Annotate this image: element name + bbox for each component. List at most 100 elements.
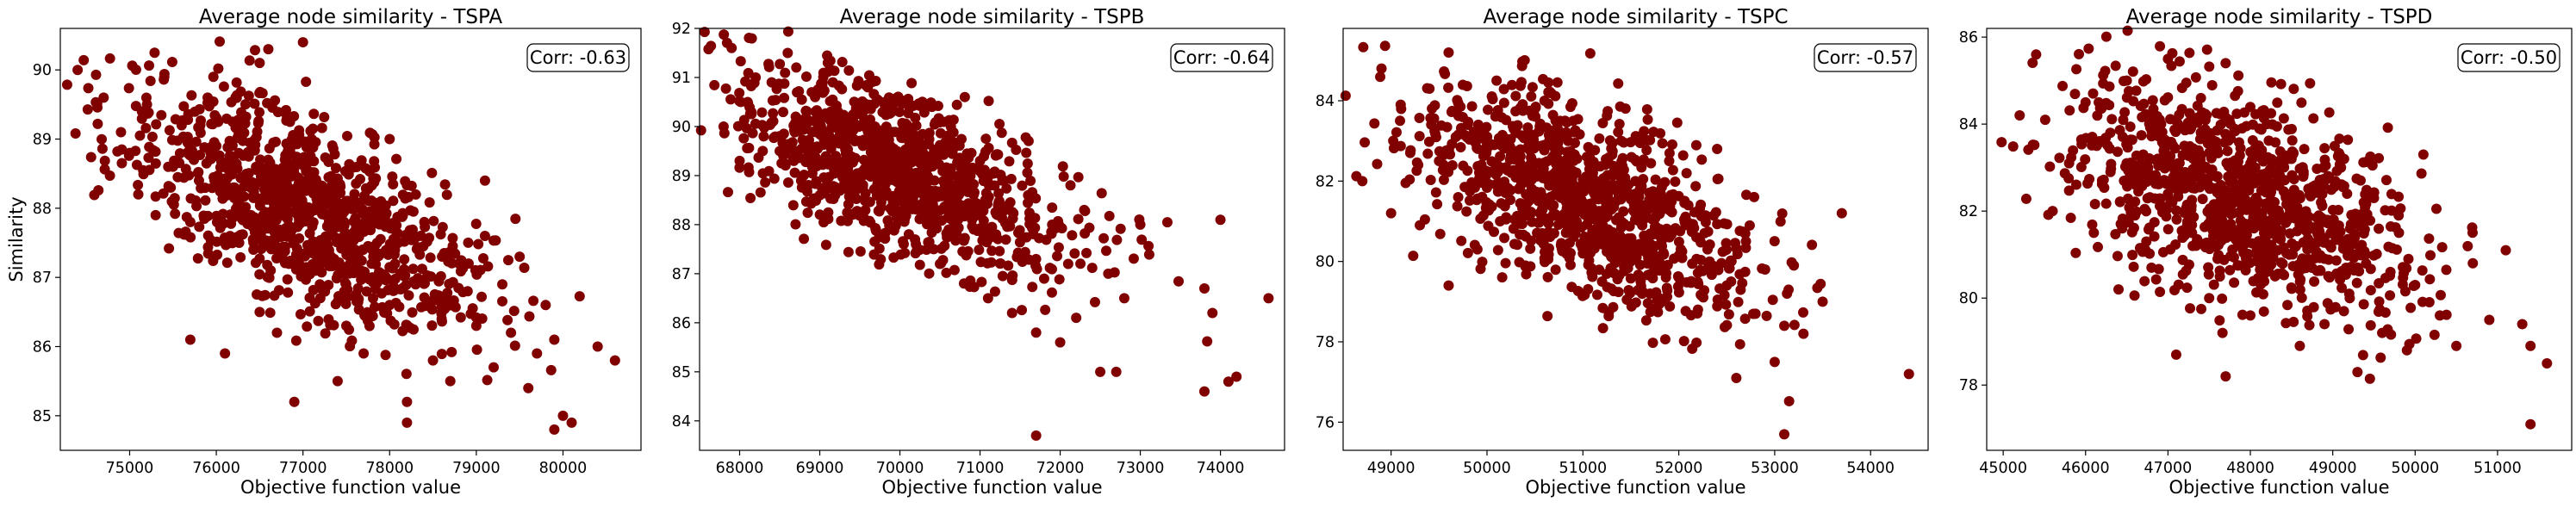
- scatter-point: [1517, 99, 1528, 110]
- scatter-point: [2070, 247, 2081, 258]
- scatter-point: [1721, 319, 1733, 331]
- scatter-point: [2106, 158, 2117, 170]
- scatter-point: [295, 218, 306, 229]
- scatter-point: [290, 335, 302, 346]
- scatter-point: [820, 239, 831, 251]
- scatter-point: [254, 307, 265, 318]
- scatter-point: [330, 163, 341, 174]
- scatter-point: [2333, 220, 2344, 231]
- scatter-point: [2333, 147, 2344, 158]
- scatter-point: [1660, 272, 1671, 283]
- scatter-point: [1023, 189, 1034, 201]
- scatter-point: [138, 169, 149, 180]
- scatter-point: [905, 139, 916, 150]
- scatter-point: [1594, 133, 1605, 144]
- scatter-point: [2162, 188, 2174, 199]
- scatter-point: [1798, 307, 1809, 318]
- chart-panel-tspd: Average node similarity - TSPD 45000 46000…: [1932, 0, 2576, 508]
- scatter-point: [508, 306, 520, 317]
- scatter-point: [2190, 71, 2201, 83]
- scatter-point: [2267, 207, 2278, 218]
- scatter-point: [843, 246, 854, 257]
- scatter-plot-tspa: Average node similarity - TSPA 75000 76000…: [6, 6, 642, 498]
- scatter-point: [1670, 223, 1681, 234]
- y-axis: 78 80 82 84 86: [1959, 29, 1987, 394]
- scatter-point: [208, 256, 219, 267]
- scatter-point: [83, 83, 94, 94]
- scatter-point: [2311, 246, 2322, 257]
- scatter-point: [1472, 244, 1483, 255]
- y-axis-label: Similarity: [6, 196, 27, 282]
- scatter-point: [888, 252, 899, 263]
- correlation-annotation: Corr: -0.50: [2457, 43, 2560, 72]
- scatter-point: [2294, 284, 2305, 295]
- scatter-point: [313, 315, 324, 326]
- scatter-point: [2272, 97, 2283, 108]
- scatter-point: [339, 220, 350, 231]
- scatter-point: [281, 115, 292, 126]
- scatter-point: [2398, 272, 2409, 283]
- scatter-point: [1096, 188, 1107, 199]
- scatter-point: [1136, 234, 1148, 245]
- scatter-point: [943, 172, 954, 183]
- y-tick-label: 88: [672, 217, 691, 234]
- scatter-point: [2339, 264, 2350, 276]
- scatter-point: [394, 301, 405, 313]
- scatter-point: [1696, 211, 1707, 222]
- scatter-point: [2416, 168, 2427, 179]
- scatter-point: [1789, 319, 1800, 331]
- scatter-point: [301, 165, 312, 177]
- scatter-point: [1079, 204, 1090, 215]
- scatter-point: [1065, 180, 1076, 191]
- scatter-point: [2324, 272, 2336, 283]
- scatter-point: [223, 162, 234, 173]
- scatter-point: [1548, 228, 1559, 239]
- scatter-point: [2127, 66, 2138, 77]
- scatter-point: [519, 263, 530, 274]
- scatter-point: [1596, 276, 1608, 287]
- scatter-point: [979, 175, 990, 186]
- scatter-point: [1215, 214, 1226, 226]
- scatter-point: [311, 201, 322, 213]
- scatter-point: [308, 123, 319, 134]
- scatter-point: [994, 258, 1005, 269]
- x-tick-label: 50000: [2391, 460, 2439, 477]
- scatter-point: [2057, 80, 2069, 91]
- x-tick-label: 51000: [1559, 460, 1607, 477]
- scatter-point: [2234, 197, 2245, 208]
- scatter-point: [342, 284, 353, 295]
- scatter-point: [256, 167, 267, 178]
- scatter-point: [311, 193, 322, 204]
- scatter-point: [848, 114, 859, 125]
- scatter-point: [2301, 226, 2312, 237]
- scatter-point: [2391, 244, 2402, 255]
- scatter-point: [883, 134, 894, 146]
- scatter-point: [2261, 187, 2272, 198]
- scatter-point: [1721, 219, 1733, 230]
- scatter-point: [274, 188, 285, 199]
- scatter-point: [1592, 234, 1603, 245]
- scatter-point: [2148, 103, 2159, 115]
- scatter-point: [243, 147, 254, 158]
- scatter-point: [70, 128, 81, 139]
- scatter-point: [2232, 260, 2243, 271]
- scatter-point: [435, 229, 446, 240]
- scatter-point: [799, 181, 810, 192]
- scatter-point: [876, 125, 887, 136]
- scatter-point: [192, 253, 203, 264]
- scatter-point: [2386, 189, 2397, 200]
- scatter-point: [2131, 85, 2142, 96]
- scatter-point: [1422, 148, 1434, 159]
- scatter-point: [734, 96, 745, 107]
- scatter-point: [243, 90, 254, 102]
- scatter-point: [1509, 239, 1520, 250]
- scatter-point: [2525, 418, 2536, 430]
- scatter-point: [926, 102, 937, 113]
- scatter-point: [146, 131, 158, 142]
- scatter-point: [980, 133, 992, 145]
- scatter-point: [1738, 226, 1749, 238]
- correlation-annotation: Corr: -0.64: [1170, 43, 1273, 72]
- scatter-point: [1425, 174, 1436, 185]
- scatter-point: [2247, 119, 2258, 130]
- scatter-point: [725, 94, 737, 105]
